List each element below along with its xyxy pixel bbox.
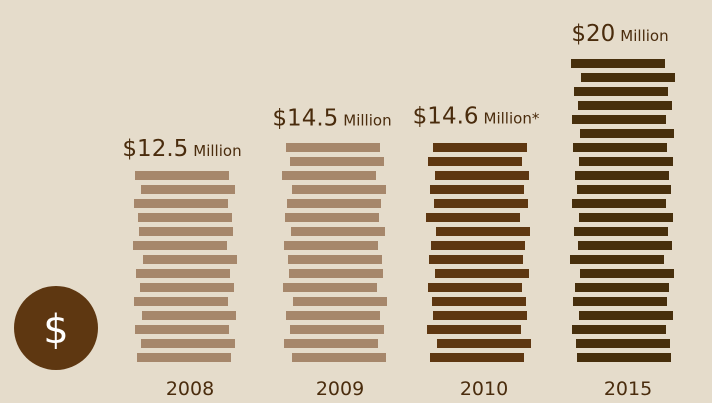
bill-slat [289, 269, 383, 278]
bill-slat [575, 283, 669, 292]
value-unit: Million [620, 27, 668, 45]
bill-slat [134, 199, 228, 208]
bill-slat [577, 353, 671, 362]
bill-slat [137, 353, 231, 362]
bill-slat [284, 339, 378, 348]
bill-slat [290, 157, 384, 166]
bill-slat [133, 241, 227, 250]
bill-slat [428, 283, 522, 292]
bill-slat [426, 213, 520, 222]
bill-slat [288, 255, 382, 264]
bar-2010 [426, 143, 531, 362]
bill-slat [572, 115, 666, 124]
bill-slat [286, 311, 380, 320]
bill-slat [579, 213, 673, 222]
bill-slat [436, 227, 530, 236]
bill-slat [427, 325, 521, 334]
bill-slat [580, 129, 674, 138]
bill-slat [579, 311, 673, 320]
bill-slat [143, 255, 237, 264]
bill-slat [140, 283, 234, 292]
bill-slat [430, 353, 524, 362]
bill-slat [291, 227, 385, 236]
bill-slat [142, 311, 236, 320]
bar-2008 [133, 171, 237, 362]
x-tick-label: 2010 [460, 378, 508, 400]
bill-slat [572, 325, 666, 334]
bill-slat [581, 73, 675, 82]
coin-circle [14, 286, 98, 370]
bill-slat [284, 241, 378, 250]
value-label: $14.5 Million [272, 105, 391, 131]
bill-slat [570, 255, 664, 264]
value-unit: Million [193, 142, 241, 160]
bill-slat [286, 143, 380, 152]
value-label: $12.5 Million [122, 136, 241, 162]
bill-slat [433, 311, 527, 320]
bill-slat [138, 213, 232, 222]
x-tick-label: 2009 [316, 378, 364, 400]
value-unit: Million* [484, 110, 540, 128]
bill-slat [430, 185, 524, 194]
bill-slat [141, 185, 235, 194]
bill-slat [136, 269, 230, 278]
bill-slat [580, 269, 674, 278]
bill-slat [437, 339, 531, 348]
bill-slat [574, 87, 668, 96]
bill-slat [283, 283, 377, 292]
bars-layer [133, 59, 675, 362]
value-amount: $20 [571, 21, 615, 47]
bill-slat [135, 325, 229, 334]
bill-slat [287, 199, 381, 208]
bill-slat [433, 143, 527, 152]
bill-slat [431, 241, 525, 250]
labels-layer: $12.5 Million 2008 $14.5 Million 2009 $14.6 Mil… [122, 21, 668, 400]
bill-slat [135, 171, 229, 180]
bill-slat [134, 297, 228, 306]
bill-slat [576, 339, 670, 348]
value-amount: $14.5 [272, 105, 338, 131]
x-tick-label: 2008 [166, 378, 214, 400]
bill-slat [429, 255, 523, 264]
value-amount: $12.5 [122, 136, 188, 162]
bar-2009 [282, 143, 387, 362]
bar-2015 [570, 59, 675, 362]
value-label: $20 Million [571, 21, 668, 47]
bill-slat [292, 185, 386, 194]
bill-slat [285, 213, 379, 222]
bill-slat [139, 227, 233, 236]
bill-slat [573, 143, 667, 152]
coin-symbol: $ [43, 307, 68, 353]
bill-slat [573, 297, 667, 306]
bill-slat [572, 199, 666, 208]
bill-slat [290, 325, 384, 334]
bill-slat [579, 157, 673, 166]
bill-slat [435, 171, 529, 180]
bill-slat [293, 297, 387, 306]
bill-slat [434, 199, 528, 208]
bill-slat [571, 59, 665, 68]
bill-slat [428, 157, 522, 166]
value-unit: Million [343, 111, 391, 129]
bill-slat [578, 101, 672, 110]
bill-slat [578, 241, 672, 250]
bill-slat [577, 185, 671, 194]
bill-slat [282, 171, 376, 180]
bill-slat [141, 339, 235, 348]
value-amount: $14.6 [413, 104, 479, 130]
bill-slat [292, 353, 386, 362]
value-label: $14.6 Million* [413, 104, 540, 130]
x-tick-label: 2015 [604, 378, 652, 400]
bill-slat [574, 227, 668, 236]
dollar-coin-icon: $ [14, 286, 98, 370]
bill-slat [432, 297, 526, 306]
bill-slat [575, 171, 669, 180]
bill-slat [435, 269, 529, 278]
